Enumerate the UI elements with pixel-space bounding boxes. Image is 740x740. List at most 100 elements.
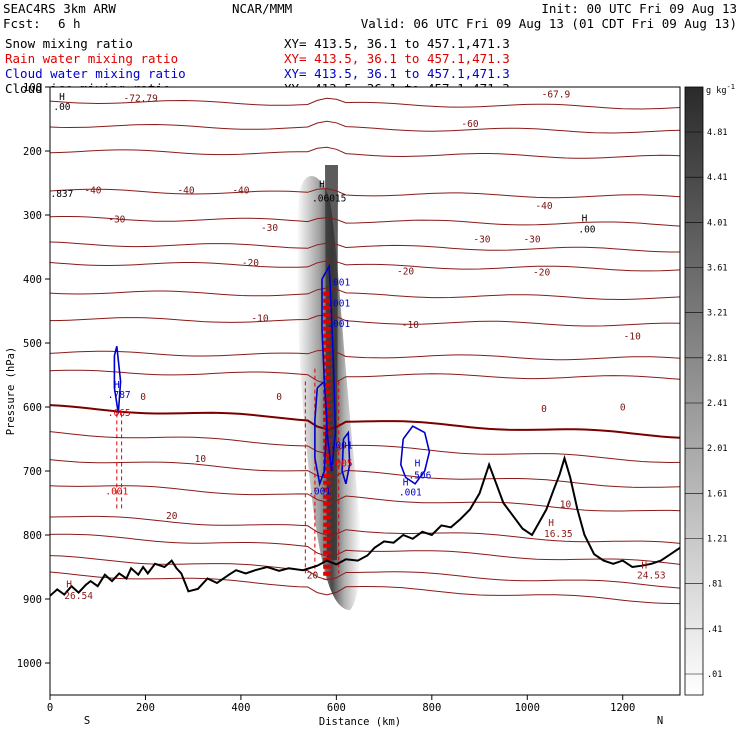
extremum-label: .001 [327,299,350,310]
field-name-2: Cloud water mixing ratio [5,66,186,81]
colorbar-level: 4.01 [707,218,727,228]
contour-label: -20 [397,266,414,277]
extremum-label: H [415,459,421,470]
extremum-label: H [548,518,554,529]
cloud-water-contour [113,346,122,414]
extremum-label: H [114,380,120,391]
field-name-1: Rain water mixing ratio [5,51,178,66]
temperature-contour [50,287,680,301]
contour-label: -40 [232,186,249,197]
extremum-label: .00 [53,102,70,113]
contour-label: -10 [251,314,268,325]
extremum-label: H [66,579,72,590]
header: SEAC4RS 3km ARW NCAR/MMM Init: 00 UTC Fr… [3,1,737,31]
north-label: N [657,715,663,727]
extremum-label: .001 [330,441,353,452]
temperature-contour [50,314,680,327]
institution-label: NCAR/MMM [232,1,292,16]
x-tick-label: 1000 [515,702,540,714]
extremum-label: H [641,560,647,571]
x-tick-label: 400 [231,702,250,714]
extremum-label: H [582,213,588,224]
extremum-label: .001 [308,487,331,498]
field-name-0: Snow mixing ratio [5,36,133,51]
extremum-label: .00 [578,224,595,235]
y-tick-label: 700 [23,466,42,478]
y-axis-label: Pressure (hPa) [5,347,17,436]
x-tick-label: 800 [422,702,441,714]
contour-label: -60 [461,119,478,130]
cloud-water-contour [399,425,431,485]
contour-label: -67.9 [542,90,571,101]
extremum-label: .837 [50,189,73,200]
plot-area [50,87,680,695]
extremum-label: .06015 [312,194,346,205]
contour-label: -30 [108,214,125,225]
extremum-label: H [59,92,65,103]
contour-label: -10 [402,320,419,331]
temperature-contour [50,431,680,464]
temperature-contour [50,146,680,159]
temperature-contour [50,97,680,110]
contour-label: -30 [473,234,490,245]
field-xy-1: XY= 413.5, 36.1 to 457.1,471.3 [284,51,510,66]
temperature-contour [50,571,680,605]
temperature-contour [50,459,680,488]
init-time: Init: 00 UTC Fri 09 Aug 13 [541,1,737,16]
temperature-contour [50,369,680,385]
extremum-label: .001 [327,319,350,330]
temperature-contour [50,485,680,512]
field-xy-0: XY= 413.5, 36.1 to 457.1,471.3 [284,36,510,51]
contour-label: -72.79 [124,94,159,105]
y-tick-label: 500 [23,338,42,350]
extremum-label: .787 [108,390,131,401]
contour-label: 0 [140,392,146,403]
y-tick-label: 400 [23,274,42,286]
colorbar-level: 4.81 [707,128,727,138]
x-axis-label: Distance (km) [319,716,401,728]
contour-label: -40 [535,201,552,212]
x-tick-label: 1200 [610,702,635,714]
contour-label: -30 [261,223,278,234]
temperature-contour [50,216,680,227]
cloud-water-contour [314,379,328,487]
x-axis: 0 200 400 600 800 1000 1200 [47,695,635,714]
extremum-label: .001 [105,487,128,498]
extremum-label: .001 [399,487,422,498]
contour-label: -20 [242,258,259,269]
extremum-label: .065 [108,408,131,419]
colorbar-level: .81 [707,580,722,590]
forecast-label: Fcst: [3,16,41,31]
y-tick-label: 100 [23,82,42,94]
colorbar-level: .41 [707,625,722,635]
y-tick-label: 600 [23,402,42,414]
y-tick-label: 300 [23,210,42,222]
extremum-label: .506 [408,471,431,482]
colorbar-level: 2.81 [707,354,727,364]
extremum-label: 26.54 [64,591,93,602]
plot-frame [49,86,681,696]
colorbar-ticks: .01 .41 .81 1.21 1.61 2.01 2.41 2.81 3.21 3.61 4.0… [685,128,727,680]
colorbar-level: 1.61 [707,489,727,499]
temperature-contours [50,97,680,605]
temperature-contour [50,515,680,544]
cloud-water-contour [321,263,337,472]
colorbar-ramp [684,86,704,696]
model-title: SEAC4RS 3km ARW [3,1,116,16]
cloud-water-contours [113,263,431,487]
contour-label: 20 [166,511,178,522]
temperature-contour [50,188,680,199]
contour-label: -40 [84,186,101,197]
x-tick-label: 0 [47,702,53,714]
terrain-line [50,454,680,597]
colorbar-unit: g kg-1 [706,83,735,96]
zero-degree-contour [50,404,680,439]
contour-label: -40 [177,186,194,197]
y-tick-label: 200 [23,146,42,158]
temperature-contour [50,349,680,361]
extremum-label: 16.35 [544,529,573,540]
contour-label: -10 [624,332,641,343]
y-axis: 100 200 300 400 500 600 700 800 900 1000 [17,82,50,670]
colorbar: .01 .41 .81 1.21 1.61 2.01 2.41 2.81 3.21 3.61 4.0… [684,83,735,696]
y-tick-label: 800 [23,530,42,542]
